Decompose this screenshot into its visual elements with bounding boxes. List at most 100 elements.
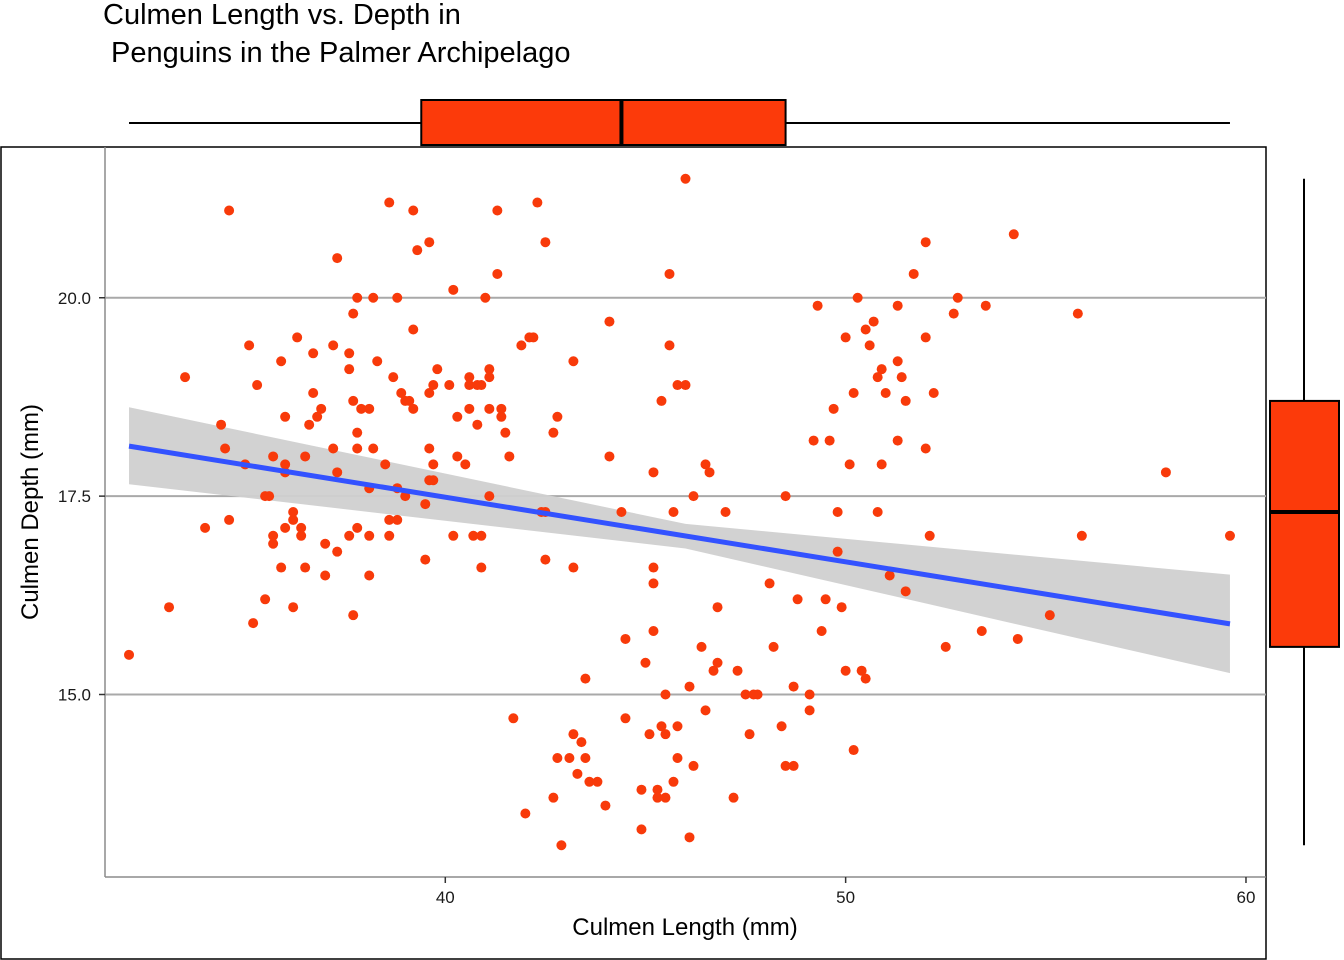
x-tick-label: 60 bbox=[1237, 888, 1256, 907]
data-point bbox=[844, 459, 855, 470]
data-point bbox=[552, 752, 563, 763]
data-point bbox=[364, 570, 375, 581]
data-point bbox=[600, 800, 611, 811]
data-point bbox=[332, 253, 343, 264]
data-point bbox=[344, 530, 355, 541]
data-point bbox=[276, 356, 287, 367]
data-point bbox=[452, 451, 463, 462]
data-point bbox=[808, 435, 819, 446]
data-point bbox=[648, 626, 659, 637]
data-point bbox=[636, 784, 647, 795]
data-point bbox=[508, 713, 519, 724]
data-point bbox=[1076, 530, 1087, 541]
data-point bbox=[492, 268, 503, 279]
data-point bbox=[364, 403, 375, 414]
data-point bbox=[428, 380, 439, 391]
x-box bbox=[420, 99, 787, 146]
data-point bbox=[728, 792, 739, 803]
data-point bbox=[200, 522, 211, 533]
data-point bbox=[268, 451, 279, 462]
data-point bbox=[1072, 308, 1083, 319]
data-point bbox=[356, 403, 367, 414]
data-point bbox=[688, 760, 699, 771]
data-point bbox=[920, 237, 931, 248]
data-point bbox=[880, 387, 891, 398]
data-point bbox=[428, 475, 439, 486]
data-point bbox=[424, 387, 435, 398]
data-point bbox=[492, 205, 503, 216]
data-point bbox=[860, 324, 871, 335]
data-point bbox=[424, 237, 435, 248]
data-point bbox=[684, 681, 695, 692]
data-point bbox=[368, 292, 379, 303]
x-axis-title: Culmen Length (mm) bbox=[572, 914, 797, 941]
data-point bbox=[620, 633, 631, 644]
data-point bbox=[696, 641, 707, 652]
data-point bbox=[804, 705, 815, 716]
data-point bbox=[688, 491, 699, 502]
data-point bbox=[568, 356, 579, 367]
data-point bbox=[464, 372, 475, 383]
data-point bbox=[848, 745, 859, 756]
data-point bbox=[476, 380, 487, 391]
data-point bbox=[260, 594, 271, 605]
data-point bbox=[568, 562, 579, 573]
y-tick-label: 15.0 bbox=[58, 686, 91, 705]
data-point bbox=[816, 626, 827, 637]
data-point bbox=[580, 752, 591, 763]
data-point bbox=[788, 760, 799, 771]
data-point bbox=[308, 348, 319, 359]
data-point bbox=[892, 435, 903, 446]
data-point bbox=[1008, 229, 1019, 240]
data-point bbox=[332, 467, 343, 478]
data-point bbox=[404, 395, 415, 406]
data-point bbox=[788, 681, 799, 692]
x-tick-label: 50 bbox=[836, 888, 855, 907]
data-point bbox=[780, 491, 791, 502]
marginal-x-boxplot bbox=[129, 99, 1230, 146]
data-point bbox=[520, 808, 531, 819]
data-point bbox=[384, 514, 395, 525]
data-point bbox=[680, 380, 691, 391]
data-point bbox=[1044, 610, 1055, 621]
data-point bbox=[220, 443, 231, 454]
confidence-band-layer bbox=[129, 407, 1230, 674]
data-point bbox=[892, 356, 903, 367]
data-point bbox=[540, 554, 551, 565]
data-point bbox=[296, 530, 307, 541]
data-point bbox=[468, 530, 479, 541]
data-point bbox=[792, 594, 803, 605]
data-point bbox=[604, 316, 615, 327]
data-point bbox=[348, 395, 359, 406]
data-point bbox=[288, 602, 299, 613]
data-point bbox=[372, 356, 383, 367]
data-point bbox=[424, 443, 435, 454]
x-axis-ticks: 40 50 60 bbox=[436, 877, 1256, 907]
data-point bbox=[660, 792, 671, 803]
data-point bbox=[856, 665, 867, 676]
y-tick-label: 20.0 bbox=[58, 289, 91, 308]
data-point bbox=[864, 340, 875, 351]
data-point bbox=[292, 332, 303, 343]
data-point bbox=[732, 665, 743, 676]
data-point bbox=[776, 721, 787, 732]
data-point bbox=[296, 522, 307, 533]
data-point bbox=[980, 300, 991, 311]
data-point bbox=[668, 507, 679, 517]
data-point bbox=[252, 380, 263, 391]
data-point bbox=[580, 673, 591, 684]
y-box bbox=[1269, 399, 1340, 648]
data-point bbox=[828, 403, 839, 414]
data-point bbox=[460, 459, 471, 470]
data-point bbox=[352, 292, 363, 303]
data-point bbox=[660, 689, 671, 700]
data-point bbox=[484, 403, 495, 414]
data-point bbox=[308, 387, 319, 398]
data-point bbox=[752, 689, 763, 700]
data-point bbox=[584, 776, 595, 787]
data-point bbox=[900, 395, 911, 406]
data-point bbox=[444, 380, 455, 391]
data-point bbox=[312, 411, 323, 422]
data-point bbox=[872, 507, 883, 517]
